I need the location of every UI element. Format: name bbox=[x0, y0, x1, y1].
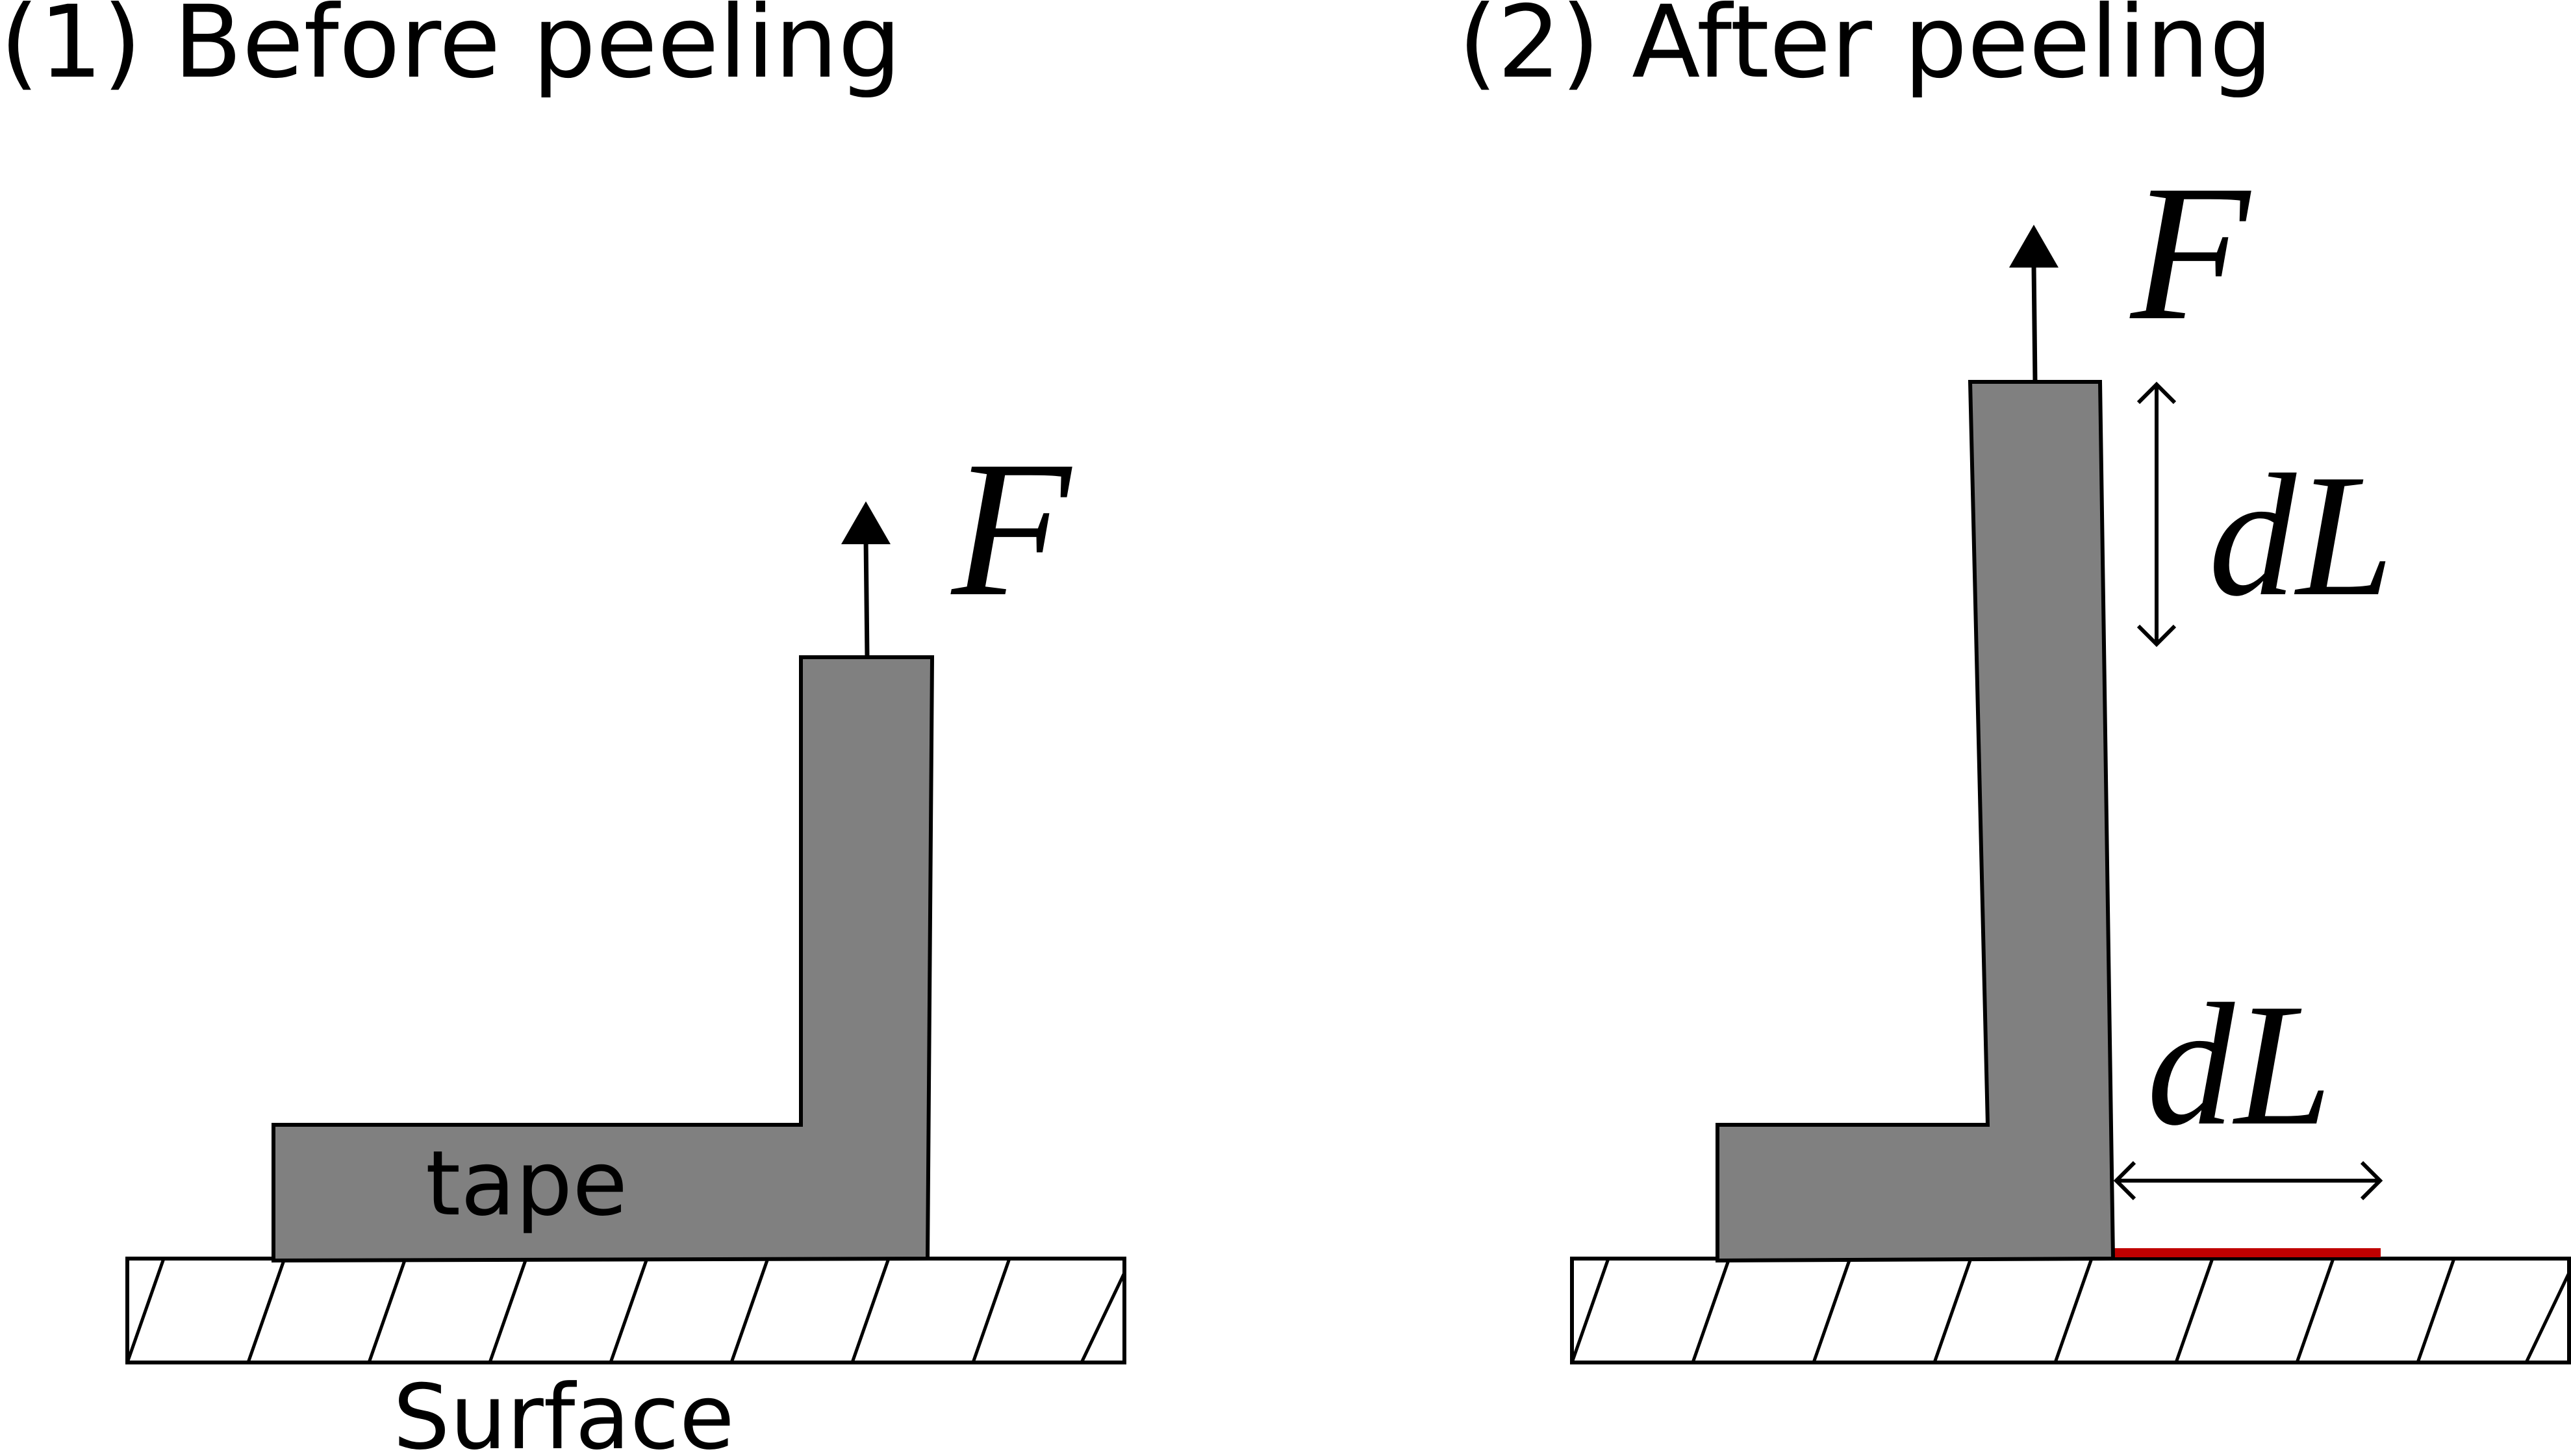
arrow-up-icon bbox=[2009, 225, 2058, 383]
tape-label: tape bbox=[425, 1131, 627, 1236]
surface-before bbox=[125, 1257, 1126, 1364]
vertical-extension-label: dL bbox=[2209, 438, 2394, 633]
panel-title-before: (1) Before peeling bbox=[0, 0, 902, 101]
horizontal-extension-label: dL bbox=[2147, 968, 2332, 1162]
arrow-up-icon bbox=[841, 501, 891, 658]
surface-hatching-before bbox=[125, 1258, 1126, 1364]
surface-rect-before bbox=[125, 1257, 1126, 1364]
tape-after bbox=[1716, 380, 2116, 1263]
surface-hatching-after bbox=[1570, 1258, 2571, 1364]
before-panel: tape F Surface bbox=[125, 421, 1126, 1456]
double-headed-arrow-icon bbox=[2113, 1161, 2383, 1201]
force-label-after: F bbox=[2127, 145, 2252, 360]
surface-after bbox=[1570, 1257, 2571, 1364]
after-panel: F dL dL bbox=[1570, 145, 2571, 1364]
double-headed-arrow-icon bbox=[2136, 381, 2177, 647]
force-label-before: F bbox=[948, 421, 1073, 636]
panel-title-after: (2) After peeling bbox=[1458, 0, 2273, 101]
surface-rect-after bbox=[1570, 1257, 2571, 1364]
tape-before bbox=[272, 655, 935, 1263]
surface-label: Surface bbox=[393, 1365, 735, 1456]
